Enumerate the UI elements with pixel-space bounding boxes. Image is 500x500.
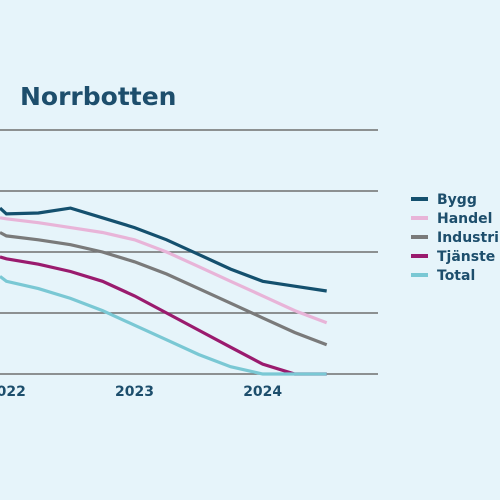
series-line-handel <box>0 216 328 325</box>
legend: Bygg Handel Industri Tjänste Total <box>411 192 499 284</box>
series-line-bygg <box>0 206 327 293</box>
legend-label-tjänste: Tjänste <box>437 249 495 265</box>
legend-label-handel: Handel <box>437 211 492 227</box>
series-line-tjänste <box>0 255 327 376</box>
x-tick-label: 2024 <box>243 384 282 400</box>
x-axis-tick-labels: 2022 2023 2024 <box>0 384 282 400</box>
legend-label-bygg: Bygg <box>437 192 477 208</box>
series-line-industri <box>0 231 328 347</box>
series-line-total <box>0 275 327 376</box>
gridlines <box>0 129 378 375</box>
legend-label-industri: Industri <box>437 230 499 246</box>
series-lines <box>0 206 328 376</box>
x-tick-label: 2023 <box>115 384 154 400</box>
chart-title: Norrbotten <box>20 82 176 111</box>
legend-label-total: Total <box>437 268 475 284</box>
x-tick-label: 2022 <box>0 384 26 400</box>
